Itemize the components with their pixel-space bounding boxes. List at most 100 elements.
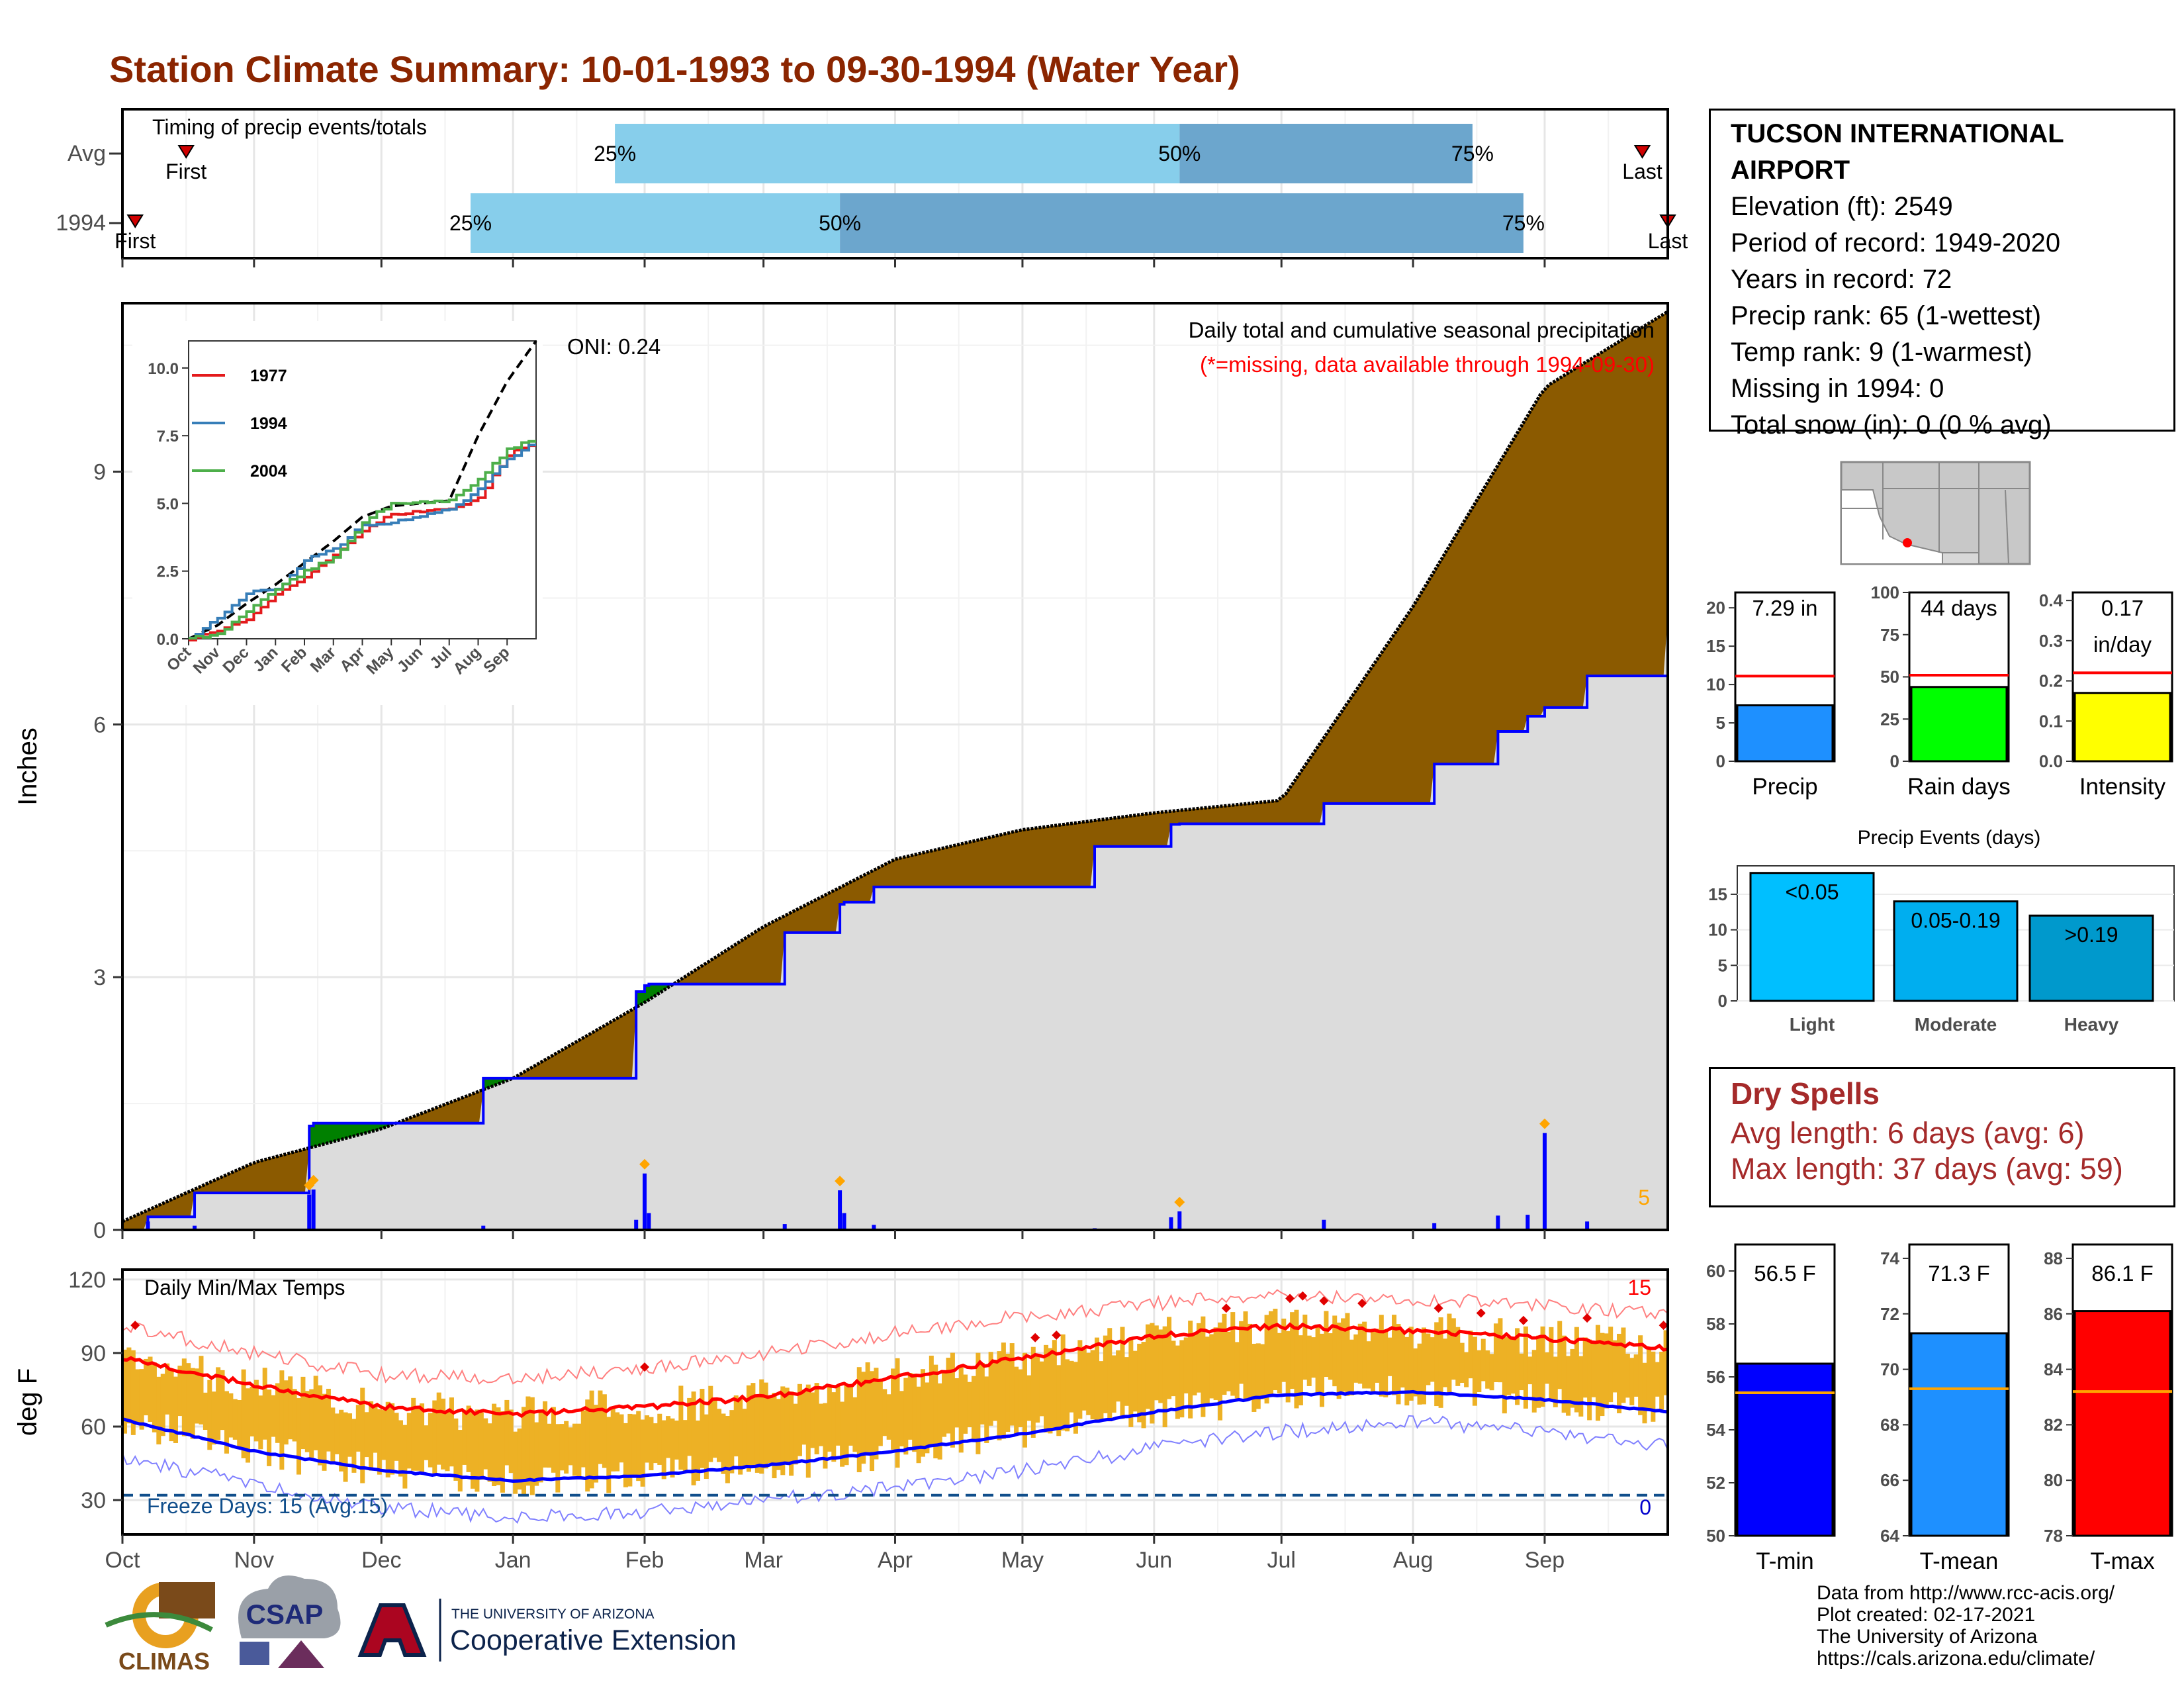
inset-series-line	[189, 440, 536, 640]
temp-daily-range-bar	[1426, 1333, 1431, 1385]
temp-daily-range-bar	[602, 1394, 607, 1468]
temp-daily-range-bar	[1366, 1341, 1371, 1389]
temp-daily-range-bar	[1001, 1342, 1006, 1439]
temp-daily-range-bar	[513, 1431, 518, 1494]
precip-events-bar-label: 0.05-0.19	[1911, 909, 2000, 933]
temp-daily-range-bar	[823, 1403, 828, 1469]
temp-daily-range-bar	[1222, 1313, 1227, 1395]
temp-daily-range-bar	[1218, 1322, 1223, 1421]
inset-y-tick-label: 10.0	[148, 360, 179, 378]
temp-daily-range-bar	[1069, 1360, 1074, 1413]
temp-daily-range-bar	[1290, 1312, 1295, 1389]
precip-event-marker	[308, 1174, 319, 1186]
temp-daily-range-bar	[576, 1423, 582, 1479]
temp-record-marker	[1357, 1298, 1367, 1308]
temp-daily-range-bar	[283, 1380, 289, 1445]
temp-record-marker	[1221, 1303, 1231, 1313]
temp-record-marker	[1659, 1321, 1668, 1331]
temp-daily-range-bar	[1633, 1354, 1639, 1397]
temp-daily-range-bar	[636, 1411, 641, 1481]
temp-daily-range-bar	[406, 1413, 412, 1469]
temp-daily-range-bar	[751, 1383, 756, 1468]
temp-daily-range-bar	[1582, 1337, 1588, 1398]
station-temp-rank: Temp rank: 9 (1-warmest)	[1731, 338, 2032, 367]
temp-daily-range-bar	[1158, 1329, 1163, 1403]
temp-daily-range-bar	[186, 1363, 191, 1435]
inset-y-tick-label: 5.0	[157, 495, 179, 513]
temp-daily-range-bar	[1052, 1340, 1057, 1429]
inset-series-line	[188, 340, 537, 640]
temp-daily-range-bar	[232, 1399, 238, 1440]
temp-daily-range-bar	[1502, 1337, 1507, 1414]
precip-stat-panel: 0 5 10 15 20 7.29 in Precip	[1706, 591, 1836, 800]
month-x-tick-label: Jan	[495, 1548, 531, 1573]
temp-daily-range-bar	[1438, 1317, 1443, 1408]
temp-daily-range-bar	[1561, 1335, 1567, 1413]
temp-daily-range-bar	[381, 1410, 387, 1460]
precip-stat-y-tick-label: 0	[1890, 751, 1899, 771]
temp-daily-range-bar	[1510, 1338, 1516, 1394]
temp-daily-range-bar	[1171, 1340, 1176, 1397]
temp-daily-range-bar	[326, 1388, 331, 1452]
temp-stat-value-bar	[1910, 1332, 2008, 1537]
station-name: TUCSON INTERNATIONAL AIRPORT	[1731, 119, 2064, 185]
temp-daily-range-bar	[780, 1386, 786, 1476]
credit-university: The University of Arizona	[1817, 1626, 2038, 1648]
precip-inset: 0.02.55.07.510.0OctNovDecJanFebMarAprMay…	[132, 321, 543, 705]
temp-daily-range-bar	[776, 1399, 781, 1470]
temp-daily-range-bar	[390, 1403, 395, 1475]
university-of-arizona-logo: THE UNIVERSITY OF ARIZONA Cooperative Ex…	[357, 1599, 737, 1662]
temp-daily-range-bar	[1434, 1322, 1439, 1407]
temp-daily-range-bar	[343, 1412, 348, 1482]
temp-daily-range-bar	[322, 1393, 327, 1471]
temp-daily-range-bar	[1294, 1309, 1299, 1409]
temp-daily-range-bar	[768, 1395, 773, 1464]
temp-daily-range-bar	[1387, 1337, 1392, 1376]
timing-q75-label: 75%	[1502, 211, 1545, 235]
inset-series-line	[189, 444, 536, 641]
station-snow: Total snow (in): 0 (0 % avg)	[1731, 410, 2052, 440]
temp-max-count: 15	[1627, 1276, 1651, 1299]
temp-daily-range-bar	[339, 1409, 344, 1472]
temp-daily-range-bar	[207, 1380, 212, 1450]
temp-daily-range-bar	[1506, 1337, 1512, 1395]
temp-daily-range-bar	[152, 1362, 157, 1432]
temp-y-tick-label: 120	[68, 1268, 106, 1293]
temp-daily-range-bar	[1396, 1324, 1401, 1405]
temp-daily-range-bar	[1124, 1357, 1129, 1406]
temp-daily-range-bar	[508, 1409, 514, 1474]
precip-stat-y-tick-label: 0.3	[2039, 631, 2063, 651]
temp-daily-range-bar	[279, 1370, 285, 1470]
temp-daily-range-bar	[1655, 1362, 1660, 1397]
temp-daily-range-bar	[848, 1386, 853, 1446]
temp-daily-range-bar	[1519, 1353, 1524, 1391]
precip-events-category-label: Light	[1790, 1014, 1835, 1035]
timing-panel-title: Timing of precip events/totals	[152, 115, 427, 139]
temp-daily-range-bar	[844, 1384, 849, 1466]
temp-daily-range-bar	[933, 1364, 938, 1459]
precip-events-bar-label: <0.05	[1786, 880, 1839, 904]
temp-daily-range-bar	[619, 1414, 624, 1463]
temp-daily-range-bar	[1591, 1343, 1596, 1397]
temp-daily-range-bar	[1060, 1334, 1066, 1430]
climas-logo-text: CLIMAS	[118, 1648, 210, 1675]
temp-daily-range-bar	[1145, 1324, 1150, 1409]
temp-daily-range-bar	[819, 1403, 824, 1446]
temp-daily-range-bar	[1056, 1365, 1062, 1436]
temp-daily-range-bar	[203, 1392, 208, 1430]
temp-daily-range-bar	[377, 1409, 382, 1475]
temp-daily-range-bar	[976, 1352, 981, 1454]
temp-daily-range-bar	[653, 1423, 658, 1464]
temp-daily-range-bar	[1255, 1343, 1261, 1409]
temp-daily-range-bar	[471, 1413, 476, 1489]
station-info-box: TUCSON INTERNATIONAL AIRPORT Elevation (…	[1709, 109, 2175, 440]
precip-stat-value-label: in/day	[2093, 632, 2152, 657]
precip-stat-y-tick-label: 0.0	[2039, 751, 2063, 771]
precip-daily-bar	[643, 1173, 647, 1230]
temp-daily-range-bar	[580, 1410, 586, 1468]
temp-daily-range-bar	[1005, 1354, 1011, 1432]
temp-daily-range-bar	[958, 1367, 964, 1453]
temp-daily-range-bar	[1574, 1327, 1579, 1413]
month-x-tick-label: Sep	[1525, 1548, 1565, 1573]
inset-y-tick-label: 7.5	[157, 428, 179, 445]
